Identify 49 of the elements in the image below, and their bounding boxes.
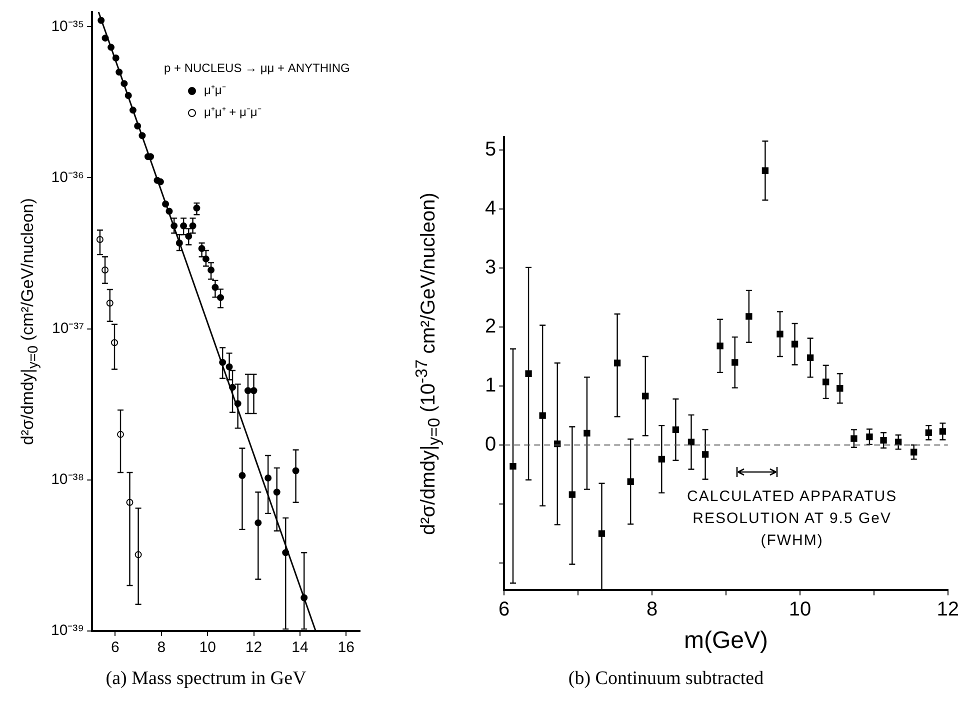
point bbox=[746, 313, 752, 320]
y-tick-label: 10⁻³⁹ bbox=[50, 622, 84, 640]
y-tick-label: 3 bbox=[485, 256, 496, 279]
x-tick-label: 14 bbox=[292, 639, 308, 656]
y-tick-label: 1 bbox=[485, 374, 496, 397]
point bbox=[116, 68, 123, 76]
point bbox=[138, 132, 146, 140]
text: (a) Mass spectrum in GeV bbox=[106, 668, 306, 690]
point bbox=[525, 370, 532, 377]
x-tick-label: 8 bbox=[157, 639, 166, 656]
point bbox=[134, 122, 142, 130]
point bbox=[166, 208, 173, 215]
y-tick-label: 10⁻³⁸ bbox=[51, 471, 84, 488]
y-tick-label: 10⁻³⁷ bbox=[52, 320, 84, 337]
point bbox=[120, 80, 128, 88]
legend-label: μ⁺μ⁻ bbox=[204, 83, 226, 97]
x-axis-title: m(GeV) bbox=[684, 627, 768, 654]
legend-label: μ⁺μ⁺ + μ⁻μ⁻ bbox=[204, 105, 262, 119]
x-tick-label: 6 bbox=[111, 639, 120, 656]
point bbox=[129, 106, 136, 114]
x-tick-label: 8 bbox=[646, 598, 658, 621]
x-tick-label: 12 bbox=[936, 598, 959, 621]
point bbox=[124, 92, 132, 100]
point bbox=[108, 44, 115, 51]
point bbox=[112, 54, 120, 62]
point bbox=[776, 330, 784, 338]
point bbox=[156, 178, 164, 186]
point bbox=[866, 433, 873, 440]
point bbox=[98, 16, 105, 24]
x-tick-label: 10 bbox=[199, 639, 216, 656]
y-tick-label: 4 bbox=[485, 198, 496, 220]
point bbox=[510, 462, 516, 470]
annotation: CALCULATED APPARATUS RESOLUTION AT 9.5 GeV (FWHM) bbox=[687, 487, 898, 552]
point bbox=[102, 34, 109, 42]
x-tick-label: 16 bbox=[338, 639, 354, 656]
point bbox=[850, 435, 858, 442]
legend-title: p + NUCLEUS → μμ + ANYTHING bbox=[164, 60, 350, 77]
x-tick-label: 6 bbox=[498, 598, 510, 621]
y-tick-label: 0 bbox=[485, 434, 496, 456]
point bbox=[880, 436, 887, 444]
y-tick-label: 2 bbox=[485, 316, 496, 338]
text: (b) Continuum subtracted bbox=[568, 668, 764, 690]
y-tick-label: 5 bbox=[485, 138, 496, 160]
x-tick-label: 10 bbox=[788, 598, 812, 621]
point bbox=[162, 200, 170, 208]
x-tick-label: 12 bbox=[245, 639, 262, 656]
y-tick-label: 10⁻³⁵ bbox=[51, 18, 84, 35]
point bbox=[584, 430, 590, 437]
y-tick-label: 10⁻³⁶ bbox=[51, 168, 84, 186]
